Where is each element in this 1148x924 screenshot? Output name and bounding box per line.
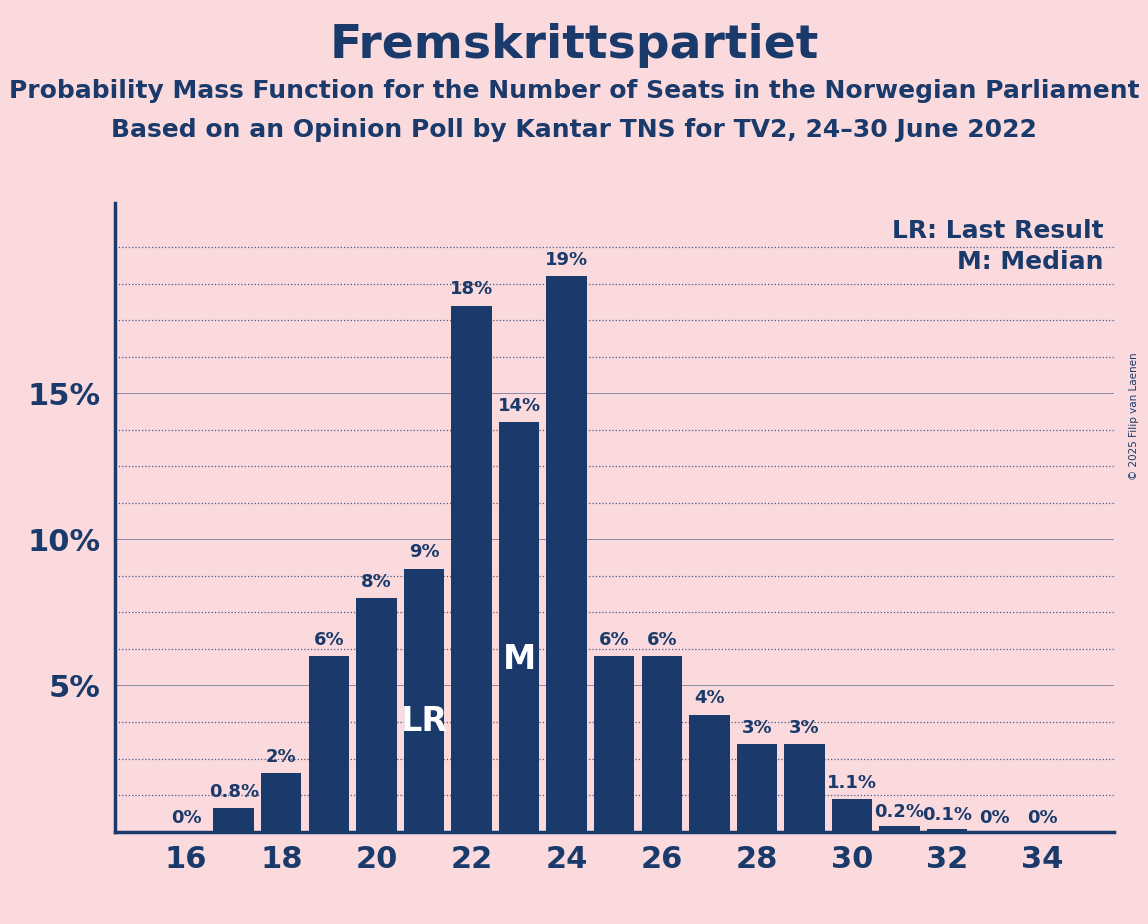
Text: 14%: 14%: [497, 397, 541, 415]
Text: 0.2%: 0.2%: [875, 803, 924, 821]
Text: 18%: 18%: [450, 280, 494, 298]
Text: 6%: 6%: [599, 631, 629, 649]
Text: Based on an Opinion Poll by Kantar TNS for TV2, 24–30 June 2022: Based on an Opinion Poll by Kantar TNS f…: [111, 118, 1037, 142]
Bar: [784, 744, 824, 832]
Text: 1.1%: 1.1%: [827, 774, 877, 792]
Text: 6%: 6%: [313, 631, 344, 649]
Text: 3%: 3%: [789, 719, 820, 736]
Bar: [926, 829, 968, 832]
Text: 2%: 2%: [266, 748, 296, 766]
Text: 6%: 6%: [646, 631, 677, 649]
Text: M: Median: M: Median: [957, 250, 1103, 274]
Bar: [642, 656, 682, 832]
Bar: [451, 306, 491, 832]
Text: © 2025 Filip van Laenen: © 2025 Filip van Laenen: [1130, 352, 1139, 480]
Bar: [309, 656, 349, 832]
Text: Fremskrittspartiet: Fremskrittspartiet: [329, 23, 819, 68]
Text: 0.1%: 0.1%: [922, 807, 972, 824]
Bar: [356, 598, 396, 832]
Text: 0.8%: 0.8%: [209, 783, 258, 801]
Text: LR: Last Result: LR: Last Result: [892, 219, 1103, 243]
Text: LR: LR: [401, 705, 448, 737]
Bar: [404, 568, 444, 832]
Text: 8%: 8%: [360, 573, 391, 590]
Text: 0%: 0%: [171, 809, 201, 827]
Bar: [689, 714, 729, 832]
Text: 3%: 3%: [742, 719, 773, 736]
Text: 9%: 9%: [409, 543, 440, 561]
Bar: [879, 826, 920, 832]
Bar: [261, 773, 302, 832]
Text: 4%: 4%: [695, 689, 724, 708]
Text: M: M: [503, 643, 536, 676]
Text: 19%: 19%: [545, 251, 588, 269]
Text: 0%: 0%: [1027, 809, 1057, 827]
Bar: [499, 422, 540, 832]
Bar: [214, 808, 254, 832]
Bar: [737, 744, 777, 832]
Text: 0%: 0%: [979, 809, 1010, 827]
Bar: [546, 276, 587, 832]
Bar: [832, 799, 872, 832]
Bar: [594, 656, 635, 832]
Text: Probability Mass Function for the Number of Seats in the Norwegian Parliament: Probability Mass Function for the Number…: [9, 79, 1139, 103]
